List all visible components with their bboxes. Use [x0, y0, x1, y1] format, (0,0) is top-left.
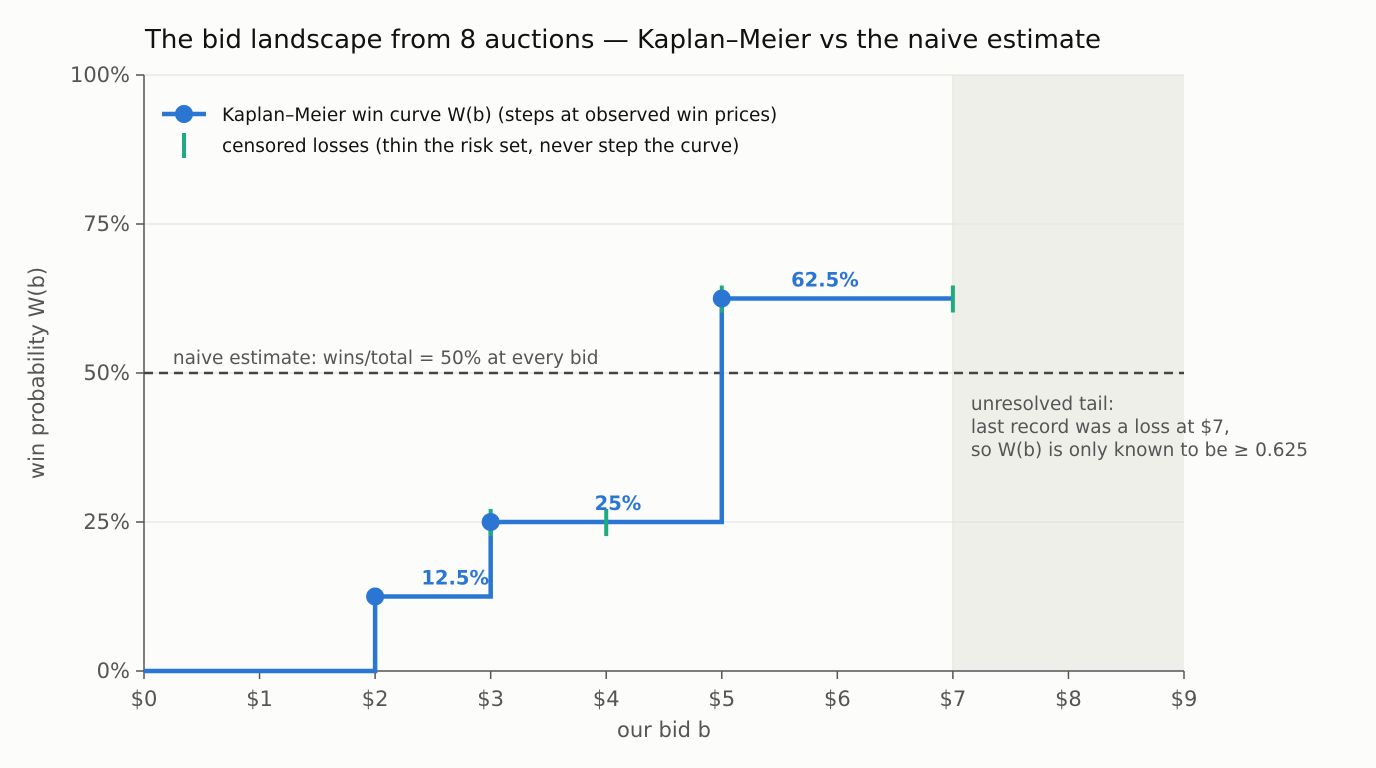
km-win-marker — [712, 289, 731, 308]
tail-annotation-line: so W(b) is only known to be ≥ 0.625 — [971, 440, 1308, 461]
legend-censored-label: censored losses (thin the risk set, neve… — [222, 136, 739, 157]
x-tick-label: $0 — [131, 687, 158, 711]
naive-estimate-label: naive estimate: wins/total = 50% at ever… — [173, 348, 599, 369]
data-label: 12.5% — [421, 567, 489, 590]
y-tick-label: 50% — [83, 361, 130, 385]
series-layer — [144, 285, 955, 674]
legend-km-marker — [175, 105, 193, 123]
x-tick-label: $7 — [940, 687, 967, 711]
legend-km-label: Kaplan–Meier win curve W(b) (steps at ob… — [222, 105, 777, 126]
y-tick-label: 25% — [83, 510, 130, 534]
data-label: 25% — [595, 492, 642, 515]
data-label-layer: 12.5% 25% 62.5% — [421, 269, 858, 590]
x-tick-label: $1 — [246, 687, 273, 711]
legend: Kaplan–Meier win curve W(b) (steps at ob… — [162, 105, 777, 158]
chart-title: The bid landscape from 8 auctions — Kapl… — [144, 25, 1101, 55]
km-win-marker — [366, 587, 385, 606]
y-tick-label: 75% — [83, 212, 130, 236]
tail-annotation-line: unresolved tail: — [971, 394, 1114, 415]
x-tick-label: $3 — [477, 687, 504, 711]
km-step-curve — [144, 296, 953, 674]
x-tick-label: $5 — [708, 687, 735, 711]
data-label: 62.5% — [791, 269, 859, 292]
x-tick-label: $8 — [1055, 687, 1082, 711]
x-tick-label: $4 — [593, 687, 620, 711]
km-win-marker — [481, 513, 500, 531]
x-axis-label: our bid b — [617, 718, 711, 742]
naive-estimate-layer: naive estimate: wins/total = 50% at ever… — [144, 348, 1184, 375]
x-tick-label: $6 — [824, 687, 851, 711]
y-tick-label: 0% — [97, 659, 130, 683]
x-tick-label: $2 — [362, 687, 389, 711]
y-tick-label: 100% — [70, 63, 130, 87]
y-axis-label: win probability W(b) — [25, 267, 49, 479]
tail-annotation-line: last record was a loss at $7, — [971, 417, 1230, 438]
x-tick-label: $9 — [1171, 687, 1198, 711]
